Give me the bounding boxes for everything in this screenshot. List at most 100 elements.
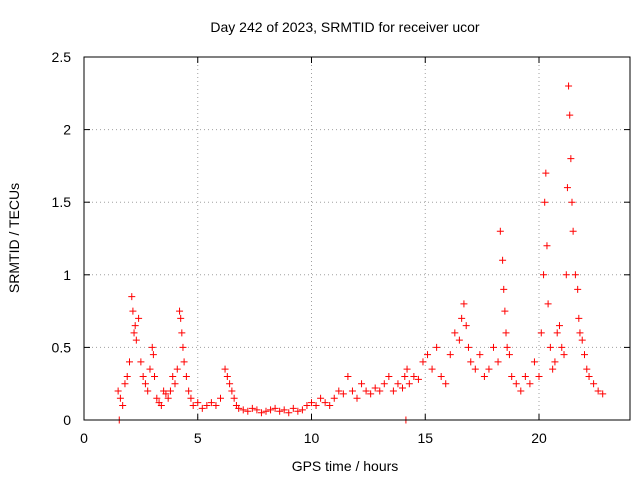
- data-point: [129, 307, 137, 315]
- data-point: [442, 380, 450, 388]
- data-point: [555, 322, 563, 330]
- data-point: [367, 390, 375, 398]
- data-point: [424, 351, 432, 359]
- data-point: [239, 406, 247, 414]
- data-point: [455, 336, 463, 344]
- data-point: [535, 372, 543, 380]
- y-tick-label: 0: [63, 412, 71, 428]
- data-point: [517, 387, 525, 395]
- data-point: [178, 329, 186, 337]
- data-point: [335, 387, 343, 395]
- data-point: [262, 407, 270, 415]
- data-point: [490, 343, 497, 351]
- x-tick-label: 0: [80, 430, 88, 446]
- data-point: [149, 351, 157, 359]
- data-point: [485, 365, 493, 373]
- data-point: [433, 343, 441, 351]
- data-point: [563, 184, 571, 192]
- data-point: [505, 351, 513, 359]
- data-point: [148, 343, 156, 351]
- data-point: [162, 390, 170, 398]
- data-point: [476, 351, 484, 359]
- data-point: [565, 82, 573, 90]
- data-point: [571, 271, 579, 279]
- data-point: [503, 343, 511, 351]
- data-point: [560, 351, 568, 359]
- y-tick-label: 0.5: [52, 339, 72, 355]
- data-point: [399, 384, 406, 392]
- data-point: [228, 387, 236, 395]
- data-point: [185, 387, 193, 395]
- data-point: [499, 256, 507, 264]
- x-tick-label: 10: [304, 430, 320, 446]
- data-point: [428, 365, 436, 373]
- data-point: [410, 372, 418, 380]
- data-point: [223, 372, 231, 380]
- data-point: [405, 380, 413, 388]
- data-point: [419, 358, 427, 366]
- data-point: [583, 365, 591, 373]
- data-point: [569, 227, 577, 235]
- data-point: [271, 404, 279, 412]
- data-point: [541, 198, 549, 206]
- data-point: [585, 372, 593, 380]
- data-point: [353, 394, 361, 402]
- data-point: [179, 343, 187, 351]
- data-point: [512, 380, 520, 388]
- y-axis-label: SRMTID / TECUs: [6, 183, 22, 293]
- data-point: [276, 407, 284, 415]
- data-point: [189, 401, 197, 409]
- data-point: [380, 380, 388, 388]
- data-point: [389, 387, 397, 395]
- data-point: [207, 399, 215, 407]
- data-point: [157, 401, 165, 409]
- data-point: [344, 372, 352, 380]
- data-point: [144, 387, 152, 395]
- data-point: [526, 380, 534, 388]
- data-point: [194, 399, 202, 407]
- data-point: [230, 394, 238, 402]
- data-point: [253, 406, 261, 414]
- data-point: [139, 372, 147, 380]
- data-point: [280, 406, 288, 414]
- data-point: [471, 365, 479, 373]
- data-point: [575, 314, 583, 322]
- data-point: [581, 351, 588, 359]
- data-point: [562, 271, 570, 279]
- data-point: [599, 390, 607, 398]
- data-point: [500, 285, 508, 293]
- data-point: [137, 358, 145, 366]
- data-point: [131, 322, 139, 330]
- data-point: [169, 372, 177, 380]
- data-point: [576, 329, 584, 337]
- data-points: [114, 82, 607, 424]
- x-tick-label: 15: [417, 430, 433, 446]
- data-point: [594, 387, 602, 395]
- data-point: [267, 406, 275, 414]
- data-point: [568, 198, 576, 206]
- data-point: [574, 285, 582, 293]
- grid-layer: [84, 57, 630, 420]
- data-point: [141, 380, 149, 388]
- data-point: [401, 372, 409, 380]
- data-point: [180, 358, 188, 366]
- data-point: [221, 365, 229, 373]
- data-point: [294, 407, 302, 415]
- data-point: [153, 394, 161, 402]
- data-point: [289, 404, 297, 412]
- data-point: [508, 372, 516, 380]
- data-point: [546, 343, 554, 351]
- data-point: [376, 387, 384, 395]
- data-point: [553, 329, 561, 337]
- data-point: [358, 380, 366, 388]
- data-point: [326, 401, 334, 409]
- data-point: [371, 384, 379, 392]
- data-point: [544, 300, 552, 308]
- data-point: [173, 365, 181, 373]
- data-point: [312, 401, 320, 409]
- data-point: [496, 227, 504, 235]
- data-point: [502, 329, 510, 337]
- data-point: [578, 336, 586, 344]
